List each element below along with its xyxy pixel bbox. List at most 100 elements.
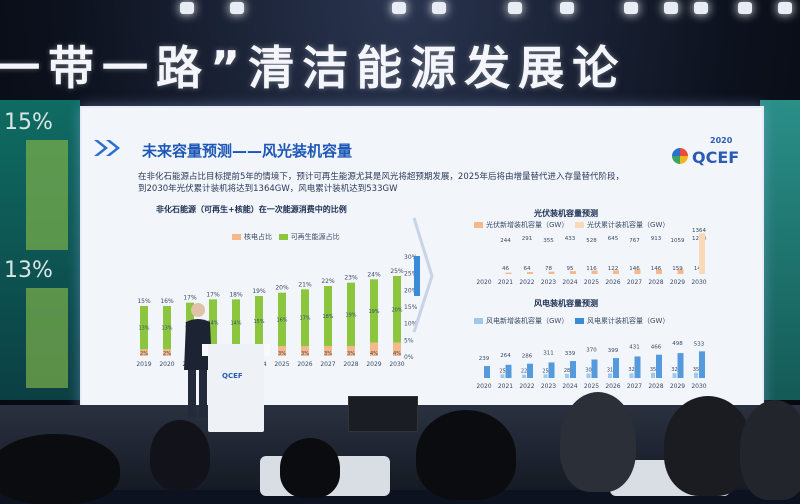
data-label-pv-cum: 528: [586, 238, 597, 244]
bar-wind-new: [500, 374, 505, 378]
banner-text: 一带一路”清洁能源发展论: [0, 41, 627, 95]
bar-pv-new: [570, 271, 576, 274]
bar-pv-new: [634, 269, 641, 274]
x-tick-label: 2025: [584, 279, 599, 286]
data-label-renewable: 15%: [253, 319, 264, 325]
bar-renewable: [209, 299, 217, 346]
data-label-wind-new: 32: [671, 367, 677, 373]
x-tick-label: 2026: [297, 361, 312, 368]
data-label-pv-new: 64: [524, 266, 531, 272]
data-label-wind-cum: 466: [651, 345, 662, 351]
x-tick-label: 2027: [627, 279, 642, 286]
bar-wind-new: [543, 374, 548, 378]
x-tick-label: 2024: [562, 279, 577, 286]
bar-pv-new: [505, 272, 512, 274]
legend-label-renewable: 可再生能源占比: [290, 233, 340, 241]
spotlight: [694, 2, 708, 14]
audience-head: [280, 438, 340, 498]
bar-nuclear: [370, 342, 378, 356]
qcef-logo-icon: [672, 148, 688, 164]
x-tick-label: 2020: [476, 383, 491, 390]
left-side-screen: 15% 13%: [0, 100, 80, 400]
bar-renewable: [370, 279, 378, 343]
speaker-figure: [184, 303, 212, 418]
x-tick-label: 2030: [691, 383, 706, 390]
spotlight: [738, 2, 752, 14]
legend-label-wind-new: 风电新增装机容量（GW）: [486, 317, 569, 325]
data-label-pv-new: 116: [586, 266, 597, 272]
bar-renewable: [301, 289, 309, 346]
data-label-renewable: 13%: [161, 326, 172, 332]
x-tick-label: 2023: [541, 383, 556, 390]
y-tick-label: 20%: [404, 287, 418, 294]
bar-nuclear: [324, 346, 332, 356]
legend-swatch-nuclear: [232, 234, 241, 240]
data-label-wind-new: 31: [607, 367, 613, 373]
data-label-total: 21%: [298, 281, 312, 288]
x-tick-label: 2029: [366, 361, 381, 368]
audience-head: [740, 400, 800, 500]
legend-label-pv-new: 光伏新增装机容量（GW）: [486, 221, 569, 229]
pv-capacity-chart: 2020 46 244 2021 64 291 2022 78 355 2023 95 433 2024…: [476, 228, 706, 286]
bar-wind-cum: [656, 354, 662, 378]
data-label-nuclear: 3%: [324, 351, 332, 357]
stage-monitor: [348, 396, 418, 432]
bar-wind-new: [522, 374, 526, 378]
pv-chart-title: 光伏装机容量预测: [534, 209, 598, 218]
wind-chart-legend: 风电新增装机容量（GW） 风电累计装机容量（GW）: [474, 316, 669, 326]
bar-wind-new: [565, 373, 569, 378]
data-label-wind-cum: 533: [694, 341, 705, 347]
y-tick-label: 10%: [404, 321, 418, 328]
bar-wind-cum: [677, 353, 684, 378]
bar-nuclear: [301, 346, 309, 356]
x-tick-label: 2019: [136, 361, 151, 368]
x-tick-label: 2027: [320, 361, 335, 368]
bar-wind-new: [608, 373, 612, 378]
pv-highlight: 到2030年光伏累计装机将达到1364GW，: [138, 184, 299, 194]
logo-text: QCEF: [692, 148, 740, 167]
data-label-nuclear: 3%: [301, 351, 309, 357]
data-label-pv-cum: 244: [500, 238, 511, 244]
bar-wind-new: [651, 372, 655, 378]
bar-nuclear: [347, 346, 355, 356]
data-label-wind-cum: 399: [608, 348, 619, 354]
bar-renewable: [393, 276, 401, 343]
data-label-total: 20%: [275, 285, 289, 292]
podium-logo: QCEF: [222, 372, 243, 380]
data-label-nuclear: 4%: [370, 351, 378, 357]
data-label-nuclear: 3%: [278, 351, 286, 357]
data-label-wind-cum: 370: [586, 348, 597, 354]
data-label-renewable: 14%: [230, 321, 241, 327]
data-label-pv-new: 95: [567, 266, 574, 272]
y-tick-label: 30%: [404, 254, 418, 261]
x-tick-label: 2025: [274, 361, 289, 368]
x-tick-label: 2025: [584, 383, 599, 390]
data-label-pv-cum-2030: 1364: [692, 228, 706, 234]
data-label-pv-cum: 355: [543, 238, 554, 244]
spotlight: [432, 2, 446, 14]
right-side-screen: [760, 100, 800, 400]
bar-nuclear: [393, 342, 401, 356]
x-tick-label: 2030: [389, 361, 404, 368]
x-tick-label: 2021: [498, 383, 513, 390]
spotlight: [392, 2, 406, 14]
wind-capacity-chart: 239 2020 264 25 2021 286 22 2022 311 25 2023 339 28 2…: [476, 341, 706, 390]
bar-renewable: [232, 299, 240, 346]
non-fossil-share-chart: 0%5%10%15%20%25%30%15%13%2%201916%13%2%2…: [136, 254, 418, 368]
data-label-wind-cum: 264: [500, 353, 511, 359]
data-label-renewable: 16%: [276, 317, 287, 323]
data-label-pv-new: 46: [502, 266, 509, 272]
bar-renewable: [140, 306, 148, 350]
bar-wind-cum: [505, 364, 512, 378]
audience-head: [664, 396, 752, 496]
bar-pv-new: [613, 270, 619, 274]
x-tick-label: 2028: [343, 361, 358, 368]
data-label-pv-cum: 645: [608, 236, 619, 242]
data-label-wind-new: 30: [585, 368, 591, 374]
data-label-pv-cum: 433: [565, 236, 576, 242]
forum-banner: 一带一路”清洁能源发展论: [0, 20, 800, 100]
data-label-wind-cum: 239: [479, 356, 490, 362]
bar-wind-cum: [591, 359, 598, 378]
data-label-total: 18%: [229, 291, 243, 298]
spotlight: [778, 2, 792, 14]
